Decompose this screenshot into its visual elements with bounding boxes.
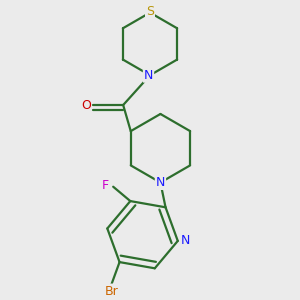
Text: O: O bbox=[81, 98, 91, 112]
Text: N: N bbox=[156, 176, 165, 189]
Text: Br: Br bbox=[104, 285, 118, 298]
Text: N: N bbox=[144, 69, 153, 82]
Text: S: S bbox=[146, 4, 154, 18]
Text: N: N bbox=[181, 234, 190, 248]
Text: F: F bbox=[102, 179, 109, 192]
